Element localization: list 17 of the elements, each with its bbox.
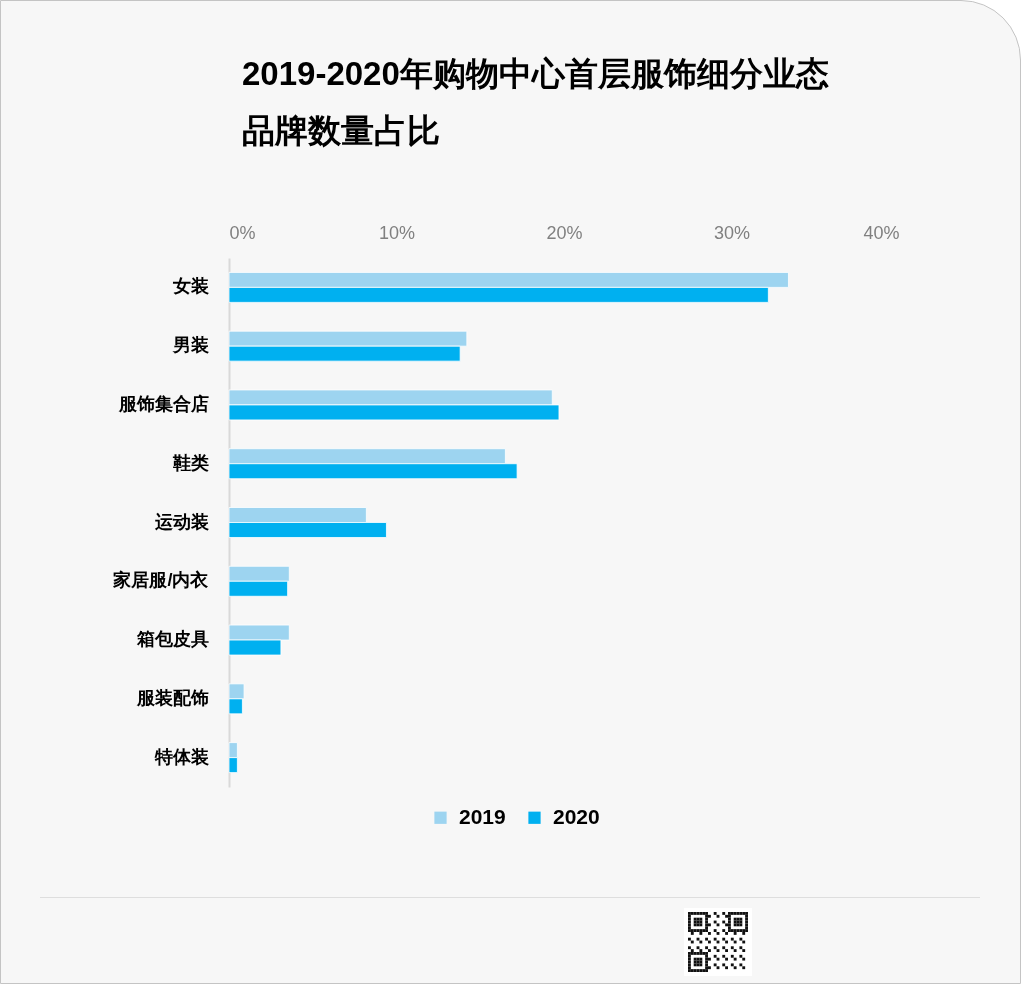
x-tick-label: 20% xyxy=(546,222,583,243)
x-tick-label: 10% xyxy=(378,222,416,243)
x-tick-label: 0% xyxy=(229,222,256,243)
y-tick-label: 男装 xyxy=(171,335,209,356)
y-tick-label: 家居服/内衣 xyxy=(112,570,210,591)
x-tick-label: 40% xyxy=(863,222,900,243)
y-tick-label: 服装配饰 xyxy=(135,687,209,708)
y-tick-label: 女装 xyxy=(171,276,209,297)
y-tick-label: 鞋类 xyxy=(171,452,209,473)
chart-title: 2019-2020年购物中心首层服饰细分业态品牌数量占比 xyxy=(242,54,830,151)
y-tick-label: 特体装 xyxy=(153,746,209,767)
legend-label: 2019 xyxy=(459,804,506,828)
y-tick-label: 运动装 xyxy=(153,511,209,532)
legend-label: 2020 xyxy=(553,804,600,828)
y-tick-label: 箱包皮具 xyxy=(135,629,209,650)
y-tick-label: 服饰集合店 xyxy=(117,393,209,414)
x-tick-label: 30% xyxy=(713,222,751,243)
